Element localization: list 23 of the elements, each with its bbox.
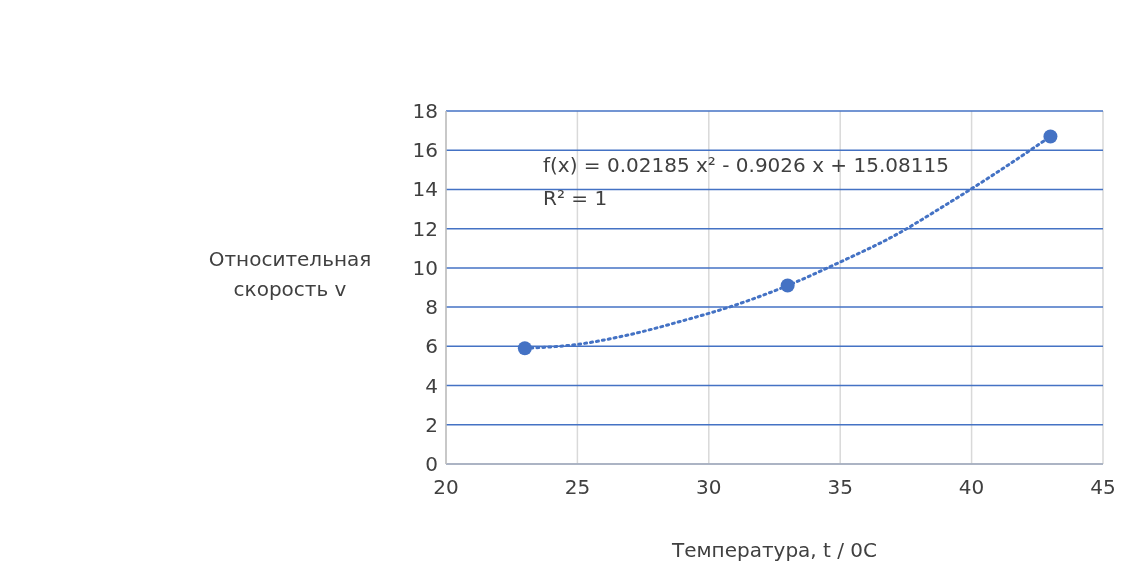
- y-tick-label: 16: [412, 138, 438, 163]
- x-tick-label: 35: [827, 475, 853, 499]
- x-tick-label: 30: [696, 475, 722, 499]
- point: [1043, 129, 1058, 144]
- x-tick-label: 45: [1090, 475, 1116, 499]
- y-tick-label: 8: [425, 295, 438, 320]
- point: [517, 341, 532, 356]
- y-tick-label: 14: [412, 177, 438, 202]
- y-tick-label: 2: [425, 412, 438, 437]
- y-tick-label: 12: [412, 216, 438, 241]
- y-tick-label: 18: [412, 99, 438, 123]
- y-tick-label: 6: [425, 334, 438, 359]
- annotation: R² = 1: [543, 186, 608, 210]
- x-tick-label: 20: [433, 475, 459, 499]
- x-axis-title: Температура, t / 0C: [670, 538, 878, 562]
- annotation: f(x) = 0.02185 x² - 0.9026 x + 15.08115: [543, 153, 949, 177]
- point: [780, 278, 795, 293]
- y-tick-label: 4: [425, 373, 438, 398]
- x-tick-label: 40: [958, 475, 985, 499]
- y-tick-label: 10: [412, 255, 438, 280]
- x-tick-label: 25: [564, 475, 591, 499]
- y-axis-title: Относительная скорость v: [208, 246, 372, 301]
- y-tick-label: 0: [425, 452, 438, 476]
